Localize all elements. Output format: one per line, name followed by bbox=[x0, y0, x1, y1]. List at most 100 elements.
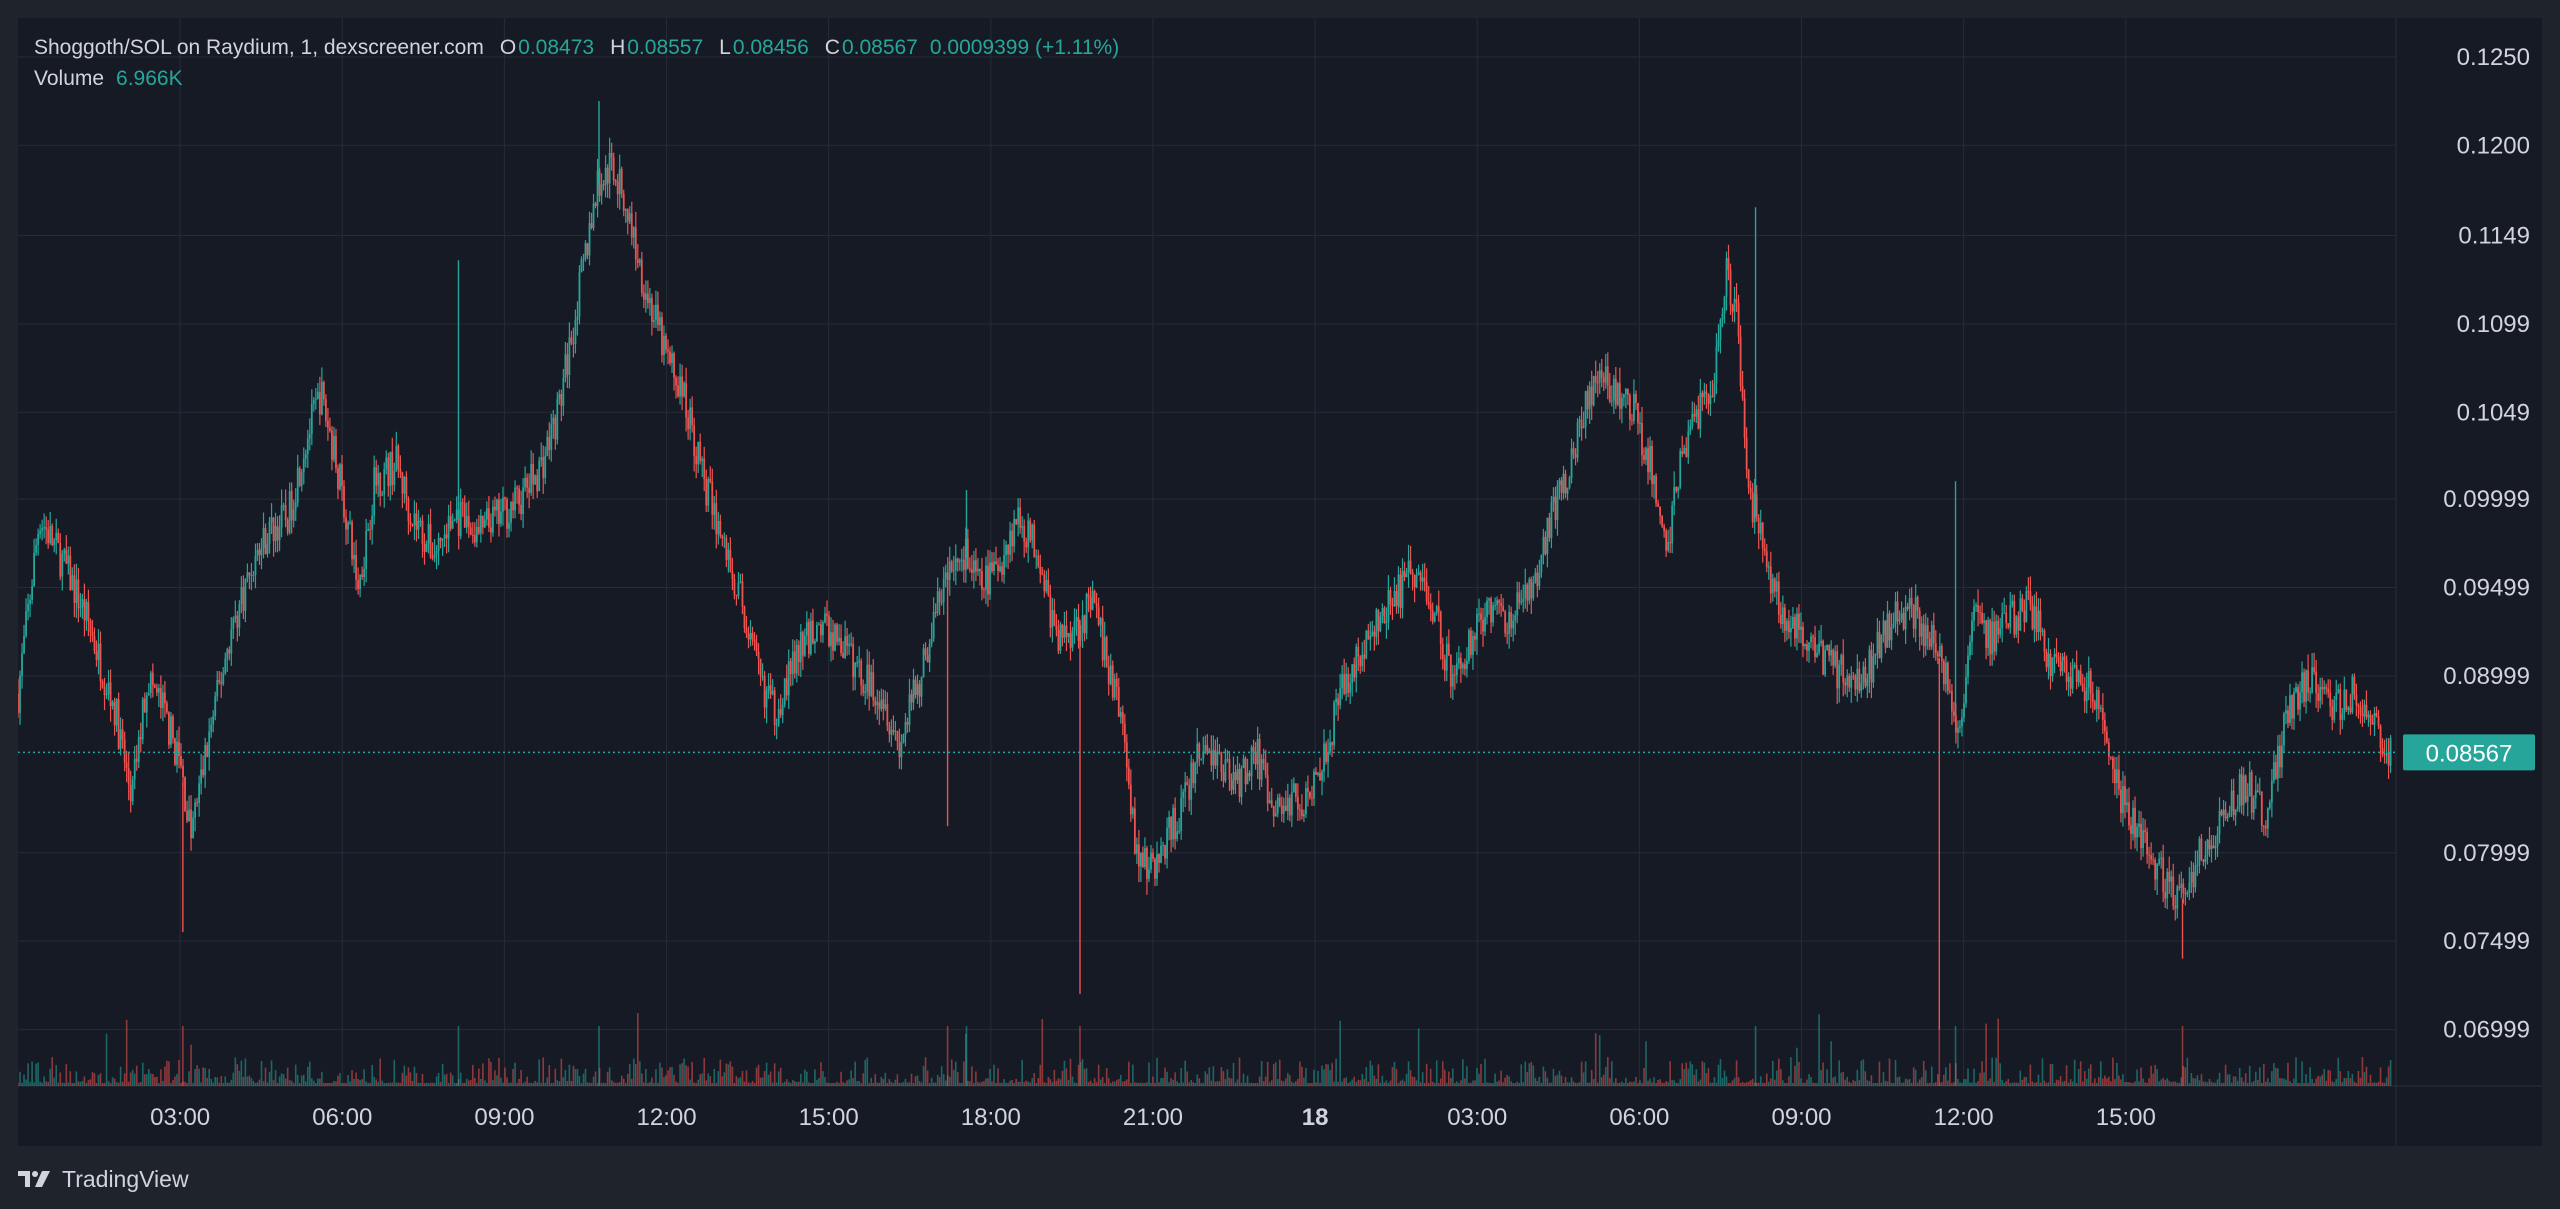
volume-bar bbox=[958, 1082, 961, 1086]
candle-body bbox=[932, 612, 935, 639]
volume-bar bbox=[2128, 1082, 2130, 1086]
candle-body bbox=[2230, 790, 2233, 812]
volume-bar bbox=[99, 1073, 102, 1086]
candle-body bbox=[1500, 602, 1503, 607]
volume-bar bbox=[1604, 1066, 1607, 1086]
candle-body bbox=[2212, 845, 2215, 849]
volume-bar bbox=[1564, 1077, 1567, 1086]
volume-bar bbox=[184, 1081, 186, 1086]
candle-body bbox=[2272, 762, 2275, 781]
candle-body bbox=[1616, 383, 1619, 405]
candle-body bbox=[198, 783, 201, 803]
volume-bar bbox=[111, 1077, 114, 1086]
volume-bar bbox=[1152, 1076, 1154, 1086]
volume-bar bbox=[1268, 1082, 1271, 1086]
candle-body bbox=[1158, 854, 1160, 863]
candle-body bbox=[320, 382, 323, 415]
volume-bar bbox=[319, 1078, 321, 1086]
candle-body bbox=[353, 555, 355, 560]
volume-bar bbox=[87, 1080, 90, 1086]
volume-spike bbox=[965, 1026, 968, 1086]
volume-bar bbox=[276, 1082, 279, 1086]
candle-body bbox=[147, 693, 150, 696]
candle-body bbox=[419, 520, 422, 522]
volume-bar bbox=[43, 1076, 45, 1086]
candle-body bbox=[1361, 654, 1364, 667]
candle-body bbox=[1631, 419, 1633, 421]
candle-body bbox=[2389, 737, 2392, 766]
candle-body bbox=[1031, 524, 1034, 541]
candle-body bbox=[1856, 668, 1859, 690]
volume-bar bbox=[1498, 1080, 1500, 1086]
volume-bar bbox=[896, 1074, 899, 1086]
candle-body bbox=[1023, 525, 1026, 542]
volume-bar bbox=[918, 1081, 921, 1086]
volume-bar bbox=[1977, 1081, 1979, 1086]
candle-body bbox=[1743, 398, 1746, 438]
candle-body bbox=[417, 520, 420, 530]
chart-panel[interactable]: 0.1250 0.1200 0.1149 0.1099 0.1049 0.09999 0.0… bbox=[18, 18, 2542, 1146]
volume-bar bbox=[2079, 1061, 2082, 1086]
volume-bar bbox=[1168, 1082, 1170, 1086]
volume-bar bbox=[2156, 1069, 2158, 1086]
footer[interactable]: TradingView bbox=[18, 1163, 189, 1195]
candle-body bbox=[1250, 747, 1253, 777]
volume-bar bbox=[1003, 1079, 1005, 1086]
candle-body bbox=[1967, 655, 1969, 677]
candle-body bbox=[1290, 792, 1293, 816]
volume-bar bbox=[2100, 1061, 2102, 1086]
volume-bar bbox=[1037, 1078, 1040, 1086]
volume-bar bbox=[1178, 1082, 1180, 1086]
volume-bar bbox=[1021, 1059, 1023, 1086]
volume-bar bbox=[564, 1069, 567, 1086]
volume-bar bbox=[882, 1079, 885, 1086]
volume-bar bbox=[546, 1077, 549, 1086]
volume-bar bbox=[1047, 1076, 1050, 1086]
price-chart[interactable]: 0.12500.12000.11490.10990.10490.099990.0… bbox=[18, 18, 2542, 1146]
volume-bar bbox=[1985, 1023, 1987, 1086]
volume-bar bbox=[562, 1077, 565, 1086]
volume-bar bbox=[733, 1083, 736, 1086]
candle-body bbox=[558, 394, 561, 400]
candle-body bbox=[1649, 445, 1651, 473]
volume-bar bbox=[914, 1076, 917, 1086]
volume-bar bbox=[570, 1080, 573, 1086]
volume-bar bbox=[1914, 1069, 1917, 1086]
candle-body bbox=[1633, 394, 1635, 421]
candle-body bbox=[2323, 687, 2326, 690]
volume-bar bbox=[1864, 1071, 1867, 1086]
candle-body bbox=[1852, 675, 1855, 677]
candle-body bbox=[1538, 572, 1541, 587]
volume-bar bbox=[1661, 1082, 1663, 1086]
candle-body bbox=[1131, 808, 1134, 815]
candle-body bbox=[2331, 706, 2334, 720]
candle-body bbox=[669, 351, 671, 363]
volume-bar bbox=[27, 1063, 29, 1086]
volume-bar bbox=[2134, 1081, 2136, 1086]
volume-bar bbox=[798, 1081, 800, 1086]
volume-bar bbox=[528, 1082, 530, 1086]
candle-body bbox=[256, 549, 259, 557]
volume-bar bbox=[2319, 1076, 2321, 1086]
candle-body bbox=[218, 680, 221, 682]
candle-body bbox=[2182, 883, 2185, 894]
candle-body bbox=[836, 624, 838, 642]
volume-bar bbox=[689, 1079, 691, 1086]
volume-bar bbox=[2256, 1079, 2259, 1086]
volume-bar bbox=[1264, 1076, 1267, 1086]
volume-bar bbox=[387, 1082, 390, 1086]
candle-body bbox=[1001, 566, 1003, 575]
candle-body bbox=[2238, 774, 2241, 807]
candle-body bbox=[359, 574, 362, 589]
candle-body bbox=[757, 651, 760, 659]
volume-bar bbox=[41, 1082, 43, 1086]
volume-bar bbox=[429, 1082, 432, 1086]
candle-body bbox=[1518, 592, 1521, 603]
volume-bar bbox=[806, 1071, 808, 1086]
candle-body bbox=[874, 700, 877, 706]
candle-body bbox=[327, 420, 329, 428]
volume-bar bbox=[779, 1067, 782, 1086]
volume-bar bbox=[971, 1066, 973, 1086]
candle-body bbox=[1540, 554, 1543, 573]
volume-bar bbox=[975, 1071, 977, 1086]
